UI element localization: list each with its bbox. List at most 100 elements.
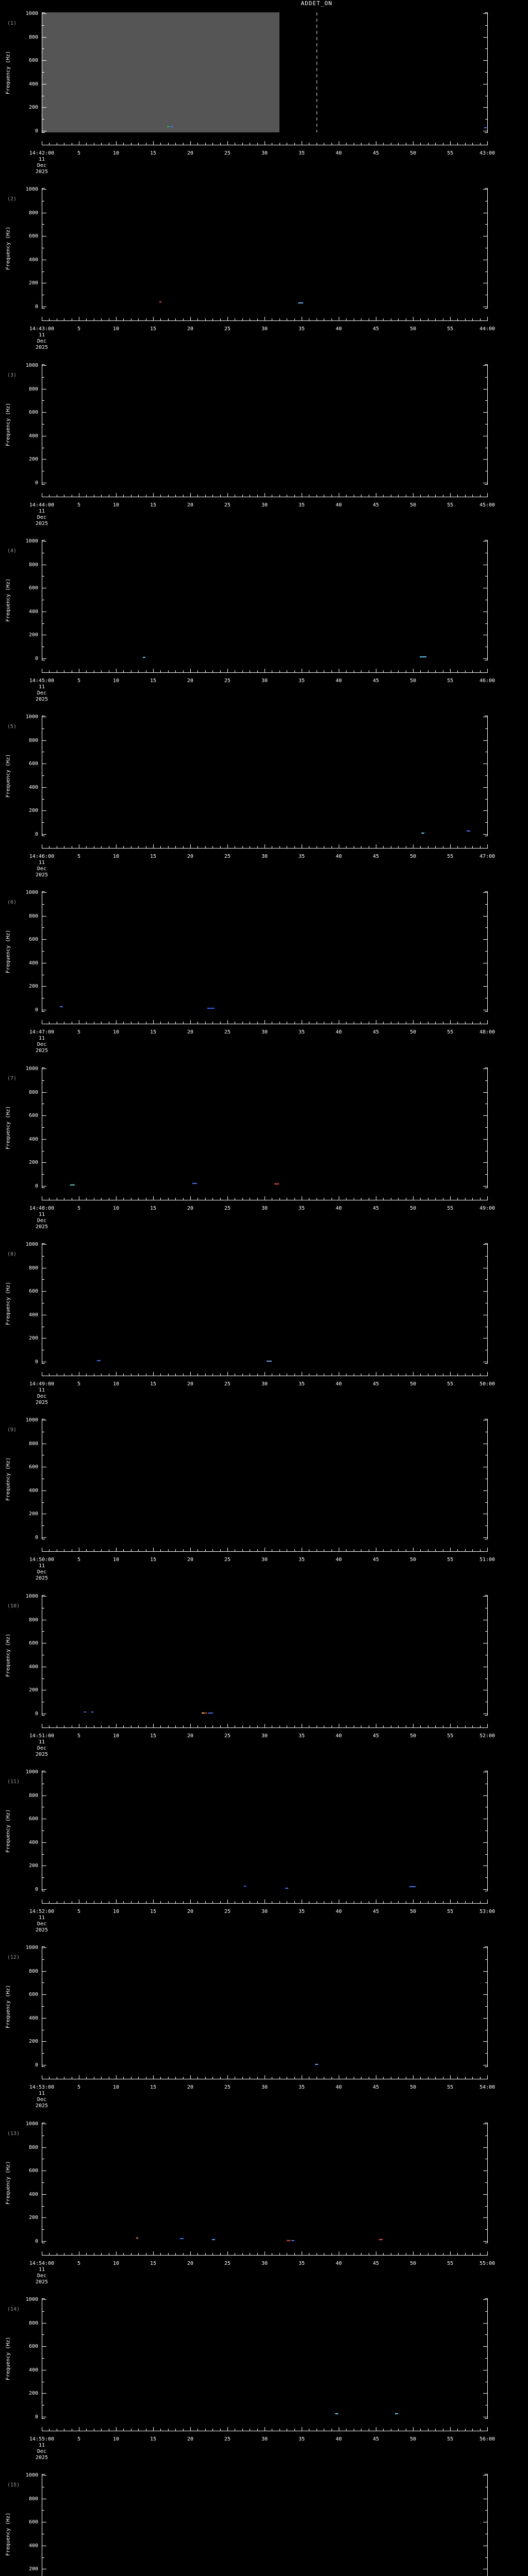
x-tick: [190, 1196, 191, 1200]
x-tick: [212, 2253, 213, 2255]
x-tick: [86, 2253, 87, 2255]
x-tick: [138, 670, 139, 672]
x-tick: [86, 2077, 87, 2079]
x-tick: [420, 2429, 421, 2431]
y-tick: [42, 1596, 46, 1597]
y-tick: [42, 365, 46, 366]
x-tick: [420, 846, 421, 848]
x-tick: [413, 2075, 414, 2079]
y-tick: [42, 2299, 46, 2300]
x-tick: [116, 2075, 117, 2079]
y-tick: [42, 1092, 46, 1093]
y-tick: [483, 1162, 487, 1163]
y-tick: [42, 37, 46, 38]
date-line: 11: [38, 1915, 45, 1921]
x-tick: [480, 1374, 481, 1376]
x-tick: [138, 846, 139, 848]
spectrogram-panel: (13) Frequency (Hz) 0 200 400 600 800 1000 14:54…: [0, 2110, 528, 2286]
x-tick: [116, 2251, 117, 2255]
x-tick: [101, 143, 102, 145]
x-tick: [457, 318, 458, 320]
y-axis-right-cap: [485, 1946, 488, 1947]
y-tick-label: 0: [35, 1711, 38, 1717]
x-tick: [49, 2253, 50, 2255]
x-tick: [294, 2429, 295, 2431]
date-line: Dec: [37, 1745, 47, 1751]
date-line: Dec: [37, 2273, 47, 2279]
date-line: 11: [38, 2443, 45, 2448]
date-line: Dec: [37, 1921, 47, 1927]
x-tick: [472, 318, 473, 320]
x-tick: [101, 495, 102, 497]
date-line: Dec: [37, 1042, 47, 1047]
x-tick: [86, 318, 87, 320]
y-tick-label: 1000: [25, 538, 38, 544]
y-axis-title: Frequency (Hz): [5, 754, 11, 798]
x-tick: [450, 844, 451, 848]
y-axis-left-cap: [42, 1067, 45, 1068]
detection-mark: [143, 657, 145, 658]
panel-index-label: (13): [7, 2131, 20, 2137]
y-tick: [483, 740, 487, 741]
y-tick: [485, 2229, 487, 2230]
x-tick: [480, 1198, 481, 1200]
x-tick-label: 10: [112, 2084, 120, 2090]
x-tick-label: 50: [409, 502, 417, 508]
x-tick: [175, 143, 176, 145]
y-tick: [485, 400, 487, 401]
detection-mark: [409, 1886, 416, 1887]
y-tick-label: 0: [35, 2239, 38, 2244]
x-tick: [183, 670, 184, 672]
x-tick: [413, 1548, 414, 1551]
x-tick-label: 25: [224, 1557, 231, 1563]
date-line: Dec: [37, 1569, 47, 1575]
x-tick: [205, 670, 206, 672]
x-tick: [160, 2253, 161, 2255]
x-tick: [465, 1901, 466, 1903]
x-tick: [138, 2429, 139, 2431]
y-tick: [483, 787, 487, 788]
x-tick: [487, 844, 488, 848]
x-tick: [413, 1724, 414, 1727]
y-tick-label: 600: [28, 761, 38, 767]
y-tick: [483, 60, 487, 61]
x-tick: [435, 670, 436, 672]
y-tick: [42, 2147, 46, 2148]
x-tick: [86, 1198, 87, 1200]
y-tick: [485, 1174, 487, 1175]
x-tick: [86, 143, 87, 145]
x-tick: [398, 2429, 399, 2431]
date-line: 2025: [35, 2279, 48, 2285]
x-tick: [138, 1725, 139, 1727]
x-tick: [168, 1374, 169, 1376]
x-end-time-label: 51:00: [479, 1557, 496, 1563]
x-tick: [435, 143, 436, 145]
x-tick-label: 10: [112, 502, 120, 508]
x-tick-label: 55: [447, 1206, 454, 1211]
y-tick: [483, 916, 487, 917]
x-tick-label: 15: [150, 1909, 157, 1914]
y-axis-right: [487, 2298, 488, 2419]
x-tick-label: 15: [150, 1206, 157, 1211]
x-tick: [257, 318, 258, 320]
spectrogram-panel: (2) Frequency (Hz) 0 200 400 600 800 1000 14:43:…: [0, 176, 528, 352]
x-tick-label: 25: [224, 326, 231, 332]
x-tick-label: 35: [298, 1557, 305, 1563]
x-start-time-label: 14:46:00: [29, 854, 55, 859]
x-tick-label: 20: [187, 678, 194, 684]
panel-index-label: (7): [7, 1076, 17, 1081]
x-tick: [420, 670, 421, 672]
x-tick-label: 55: [447, 1733, 454, 1739]
x-tick-label: 40: [335, 1029, 342, 1035]
x-tick: [138, 2253, 139, 2255]
x-tick: [197, 1725, 198, 1727]
x-tick: [457, 495, 458, 497]
x-tick: [450, 2075, 451, 2079]
x-tick: [398, 2253, 399, 2255]
y-tick: [483, 1115, 487, 1116]
x-tick: [450, 2251, 451, 2255]
x-tick: [175, 670, 176, 672]
y-tick-label: 1000: [25, 2297, 38, 2302]
x-tick: [160, 495, 161, 497]
x-tick: [138, 318, 139, 320]
